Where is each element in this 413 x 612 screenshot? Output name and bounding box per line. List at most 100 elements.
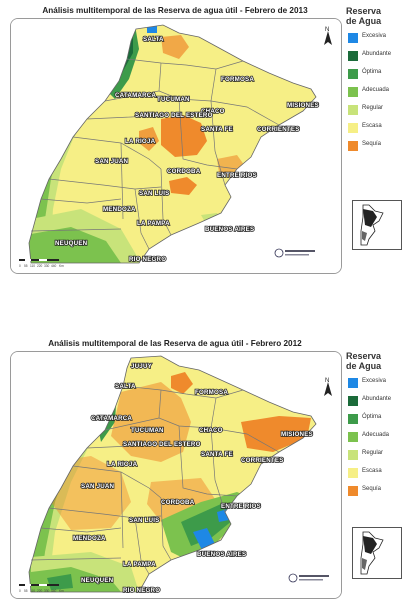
- svg-text:0: 0: [19, 264, 21, 268]
- svg-text:55: 55: [24, 589, 28, 593]
- legend-item-escasa: Escasa: [346, 120, 410, 138]
- legend-item-excesiva: Excesiva: [346, 30, 410, 48]
- legend-item-escasa: Escasa: [346, 465, 410, 483]
- province-label: MISIONES: [287, 102, 319, 109]
- institution-logo: [288, 573, 329, 583]
- north-arrow-icon: N: [324, 27, 332, 45]
- map-title-2013: Análisis multitemporal de las Reserva de…: [42, 6, 308, 15]
- province-label: TUCUMAN: [157, 96, 190, 103]
- legend-item-abundante: Abundante: [346, 393, 410, 411]
- province-label: SAN JUAN: [95, 158, 129, 165]
- map-frame-2013: SALTA FORMOSA CATAMARCA TUCUMAN CHACO MI…: [10, 18, 342, 274]
- legend-2012: Reserva de Agua Excesiva Abundante Óptim…: [346, 351, 410, 501]
- legend-item-sequia: Sequía: [346, 138, 410, 156]
- locator-inset-map: [352, 200, 402, 250]
- province-label: CORDOBA: [161, 499, 195, 506]
- legend-swatch: [348, 468, 358, 478]
- province-label: SAN LUIS: [129, 517, 159, 524]
- north-arrow-icon: N: [324, 378, 332, 396]
- north-label: N: [325, 27, 329, 33]
- locator-inset-map: [352, 527, 402, 579]
- province-label: LA PAMPA: [123, 561, 156, 568]
- province-label: ENTRE RIOS: [221, 503, 261, 510]
- province-label: CHACO: [199, 427, 223, 434]
- province-label: SAN LUIS: [139, 190, 169, 197]
- institution-logo: [274, 248, 315, 258]
- province-label: FORMOSA: [195, 389, 228, 396]
- province-label: LA RIOJA: [107, 461, 138, 468]
- province-label: CATAMARCA: [115, 92, 156, 99]
- legend-item-sequia: Sequía: [346, 483, 410, 501]
- map-frame-2012: JUJUY SALTA FORMOSA CATAMARCA TUCUMAN CH…: [10, 351, 342, 599]
- province-label: LA PAMPA: [137, 220, 170, 227]
- province-labels-2013: SALTA FORMOSA CATAMARCA TUCUMAN CHACO MI…: [54, 35, 319, 264]
- province-label: CHACO: [201, 108, 225, 115]
- legend-swatch: [348, 414, 358, 424]
- legend-2013: Reserva de Agua Excesiva Abundante Óptim…: [346, 6, 410, 156]
- province-label: SALTA: [115, 383, 136, 390]
- svg-text:220: 220: [37, 589, 43, 593]
- scale-bar: 0 55 110 220 330 440 Km: [19, 584, 64, 593]
- province-label: MENDOZA: [73, 535, 106, 542]
- svg-text:0: 0: [19, 589, 21, 593]
- legend-title-line-2: de Agua: [346, 16, 382, 26]
- province-label: CORRIENTES: [241, 457, 284, 464]
- legend-item-adecuada: Adecuada: [346, 84, 410, 102]
- reservoir-map-2012: JUJUY SALTA FORMOSA CATAMARCA TUCUMAN CH…: [11, 352, 341, 598]
- reservoir-map-2013: SALTA FORMOSA CATAMARCA TUCUMAN CHACO MI…: [11, 19, 341, 273]
- legend-swatch: [348, 87, 358, 97]
- province-label: MENDOZA: [103, 206, 136, 213]
- map-title-2012: Análisis multitemporal de las Reserva de…: [48, 339, 302, 348]
- province-label: CORRIENTES: [257, 126, 300, 133]
- province-label: ENTRE RIOS: [217, 172, 257, 179]
- province-label: FORMOSA: [221, 76, 254, 83]
- svg-text:330: 330: [44, 589, 50, 593]
- legend-item-excesiva: Excesiva: [346, 375, 410, 393]
- legend-swatch: [348, 69, 358, 79]
- legend-title-line-2: de Agua: [346, 361, 382, 371]
- province-label: MISIONES: [281, 431, 313, 438]
- legend-swatch: [348, 141, 358, 151]
- legend-swatch: [348, 51, 358, 61]
- legend-swatch: [348, 378, 358, 388]
- province-label: NEUQUEN: [55, 240, 88, 247]
- legend-item-adecuada: Adecuada: [346, 429, 410, 447]
- legend-title-line-1: Reserva: [346, 6, 382, 16]
- province-label: JUJUY: [131, 363, 153, 370]
- legend-swatch: [348, 123, 358, 133]
- map-panel-2013: Análisis multitemporal de las Reserva de…: [0, 0, 413, 290]
- legend-swatch: [348, 486, 358, 496]
- province-label: SALTA: [143, 36, 164, 43]
- province-label: LA RIOJA: [125, 138, 156, 145]
- legend-item-regular: Regular: [346, 447, 410, 465]
- legend-swatch: [348, 105, 358, 115]
- province-label: SANTIAGO DEL ESTERO: [135, 112, 213, 119]
- province-label: SANTA FE: [201, 451, 233, 458]
- province-label: RIO NEGRO: [129, 256, 166, 263]
- svg-text:55: 55: [24, 264, 28, 268]
- legend-item-abundante: Abundante: [346, 48, 410, 66]
- province-label: RIO NEGRO: [123, 587, 160, 594]
- svg-text:Km: Km: [59, 589, 64, 593]
- svg-text:440: 440: [51, 589, 57, 593]
- svg-text:110: 110: [30, 264, 35, 268]
- svg-text:Km: Km: [59, 264, 64, 268]
- legend-title-line-1: Reserva: [346, 351, 382, 361]
- legend-swatch: [348, 450, 358, 460]
- legend-item-regular: Regular: [346, 102, 410, 120]
- legend-swatch: [348, 396, 358, 406]
- legend-item-optima: Óptima: [346, 66, 410, 84]
- province-label: SANTA FE: [201, 126, 233, 133]
- svg-text:220: 220: [37, 264, 43, 268]
- province-label: BUENOS AIRES: [197, 551, 246, 558]
- legend-item-optima: Óptima: [346, 411, 410, 429]
- province-labels-2012: JUJUY SALTA FORMOSA CATAMARCA TUCUMAN CH…: [72, 362, 313, 595]
- province-label: SANTIAGO DEL ESTERO: [123, 441, 201, 448]
- province-label: NEUQUEN: [81, 577, 114, 584]
- province-label: SAN JUAN: [81, 483, 115, 490]
- svg-text:330: 330: [44, 264, 50, 268]
- province-label: TUCUMAN: [131, 427, 164, 434]
- province-label: CORDOBA: [167, 168, 201, 175]
- map-panel-2012: Análisis multitemporal de las Reserva de…: [0, 333, 413, 612]
- province-label: BUENOS AIRES: [205, 226, 254, 233]
